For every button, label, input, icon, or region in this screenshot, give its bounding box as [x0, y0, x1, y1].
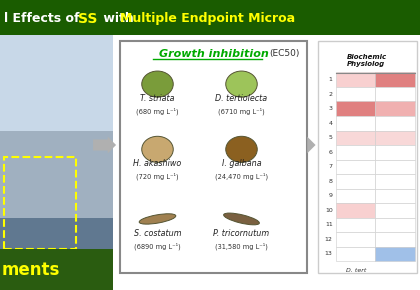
Bar — [336, 246, 375, 261]
Text: 10: 10 — [325, 208, 333, 213]
Bar — [375, 102, 415, 116]
Bar — [336, 188, 375, 203]
Text: 3: 3 — [328, 106, 333, 111]
Bar — [336, 130, 375, 145]
Text: 13: 13 — [325, 251, 333, 256]
Text: P. tricornutum: P. tricornutum — [213, 229, 270, 238]
Ellipse shape — [139, 214, 176, 224]
Ellipse shape — [142, 71, 173, 97]
Text: Multiple Endpoint Microa: Multiple Endpoint Microa — [120, 12, 295, 25]
Text: (6710 mg L⁻¹): (6710 mg L⁻¹) — [218, 107, 265, 115]
FancyBboxPatch shape — [318, 41, 417, 273]
Bar — [336, 145, 375, 160]
Bar — [336, 174, 375, 188]
Text: (6890 mg L⁻¹): (6890 mg L⁻¹) — [134, 242, 181, 250]
FancyBboxPatch shape — [0, 35, 420, 290]
Bar — [375, 145, 415, 160]
Text: D. tertiolecta: D. tertiolecta — [215, 94, 268, 103]
Bar — [336, 102, 375, 116]
Text: (680 mg L⁻¹): (680 mg L⁻¹) — [136, 107, 179, 115]
Bar — [375, 203, 415, 218]
Text: ments: ments — [2, 261, 60, 279]
Bar — [336, 203, 375, 218]
Text: S. costatum: S. costatum — [134, 229, 181, 238]
Bar — [4, 157, 76, 249]
Bar — [375, 246, 415, 261]
Text: 1: 1 — [329, 77, 333, 82]
Ellipse shape — [142, 136, 173, 162]
FancyBboxPatch shape — [120, 41, 307, 273]
Text: with: with — [99, 12, 138, 25]
Bar — [336, 87, 375, 102]
FancyBboxPatch shape — [0, 35, 113, 290]
Ellipse shape — [226, 136, 257, 162]
Bar — [375, 72, 415, 87]
Bar — [336, 160, 375, 174]
Bar — [375, 87, 415, 102]
Text: Biochemic
Physiolog: Biochemic Physiolog — [346, 54, 387, 67]
FancyBboxPatch shape — [0, 0, 420, 35]
Text: 9: 9 — [328, 193, 333, 198]
FancyBboxPatch shape — [0, 35, 113, 130]
Text: 2: 2 — [328, 92, 333, 97]
Text: I. galbana: I. galbana — [222, 159, 261, 168]
Bar — [375, 174, 415, 188]
Text: (EC50): (EC50) — [269, 49, 299, 58]
Text: H. akashiwo: H. akashiwo — [134, 159, 181, 168]
Bar — [375, 232, 415, 246]
FancyBboxPatch shape — [0, 218, 113, 255]
Text: 4: 4 — [328, 121, 333, 126]
Text: 6: 6 — [329, 150, 333, 155]
FancyArrowPatch shape — [93, 137, 116, 153]
Bar — [336, 116, 375, 130]
Text: 8: 8 — [329, 179, 333, 184]
Bar — [336, 72, 375, 87]
FancyBboxPatch shape — [0, 249, 113, 290]
Text: (720 mg L⁻¹): (720 mg L⁻¹) — [136, 173, 179, 180]
Text: SS: SS — [78, 12, 97, 26]
Text: 7: 7 — [328, 164, 333, 169]
Bar — [375, 188, 415, 203]
Ellipse shape — [223, 213, 260, 225]
Text: T. striata: T. striata — [140, 94, 175, 103]
Text: (24,470 mg L⁻¹): (24,470 mg L⁻¹) — [215, 173, 268, 180]
Text: D. tert: D. tert — [346, 268, 366, 273]
Bar — [336, 232, 375, 246]
Bar — [375, 160, 415, 174]
Text: 12: 12 — [325, 237, 333, 242]
Text: 5: 5 — [329, 135, 333, 140]
Bar — [375, 130, 415, 145]
FancyArrowPatch shape — [307, 137, 315, 153]
Text: l Effects of: l Effects of — [4, 12, 84, 25]
Bar — [375, 116, 415, 130]
Bar — [336, 218, 375, 232]
Text: 11: 11 — [325, 222, 333, 227]
Ellipse shape — [226, 71, 257, 97]
Text: Growth inhibition: Growth inhibition — [159, 49, 269, 59]
FancyBboxPatch shape — [0, 130, 113, 218]
Text: (31,580 mg L⁻¹): (31,580 mg L⁻¹) — [215, 242, 268, 250]
Bar — [375, 218, 415, 232]
